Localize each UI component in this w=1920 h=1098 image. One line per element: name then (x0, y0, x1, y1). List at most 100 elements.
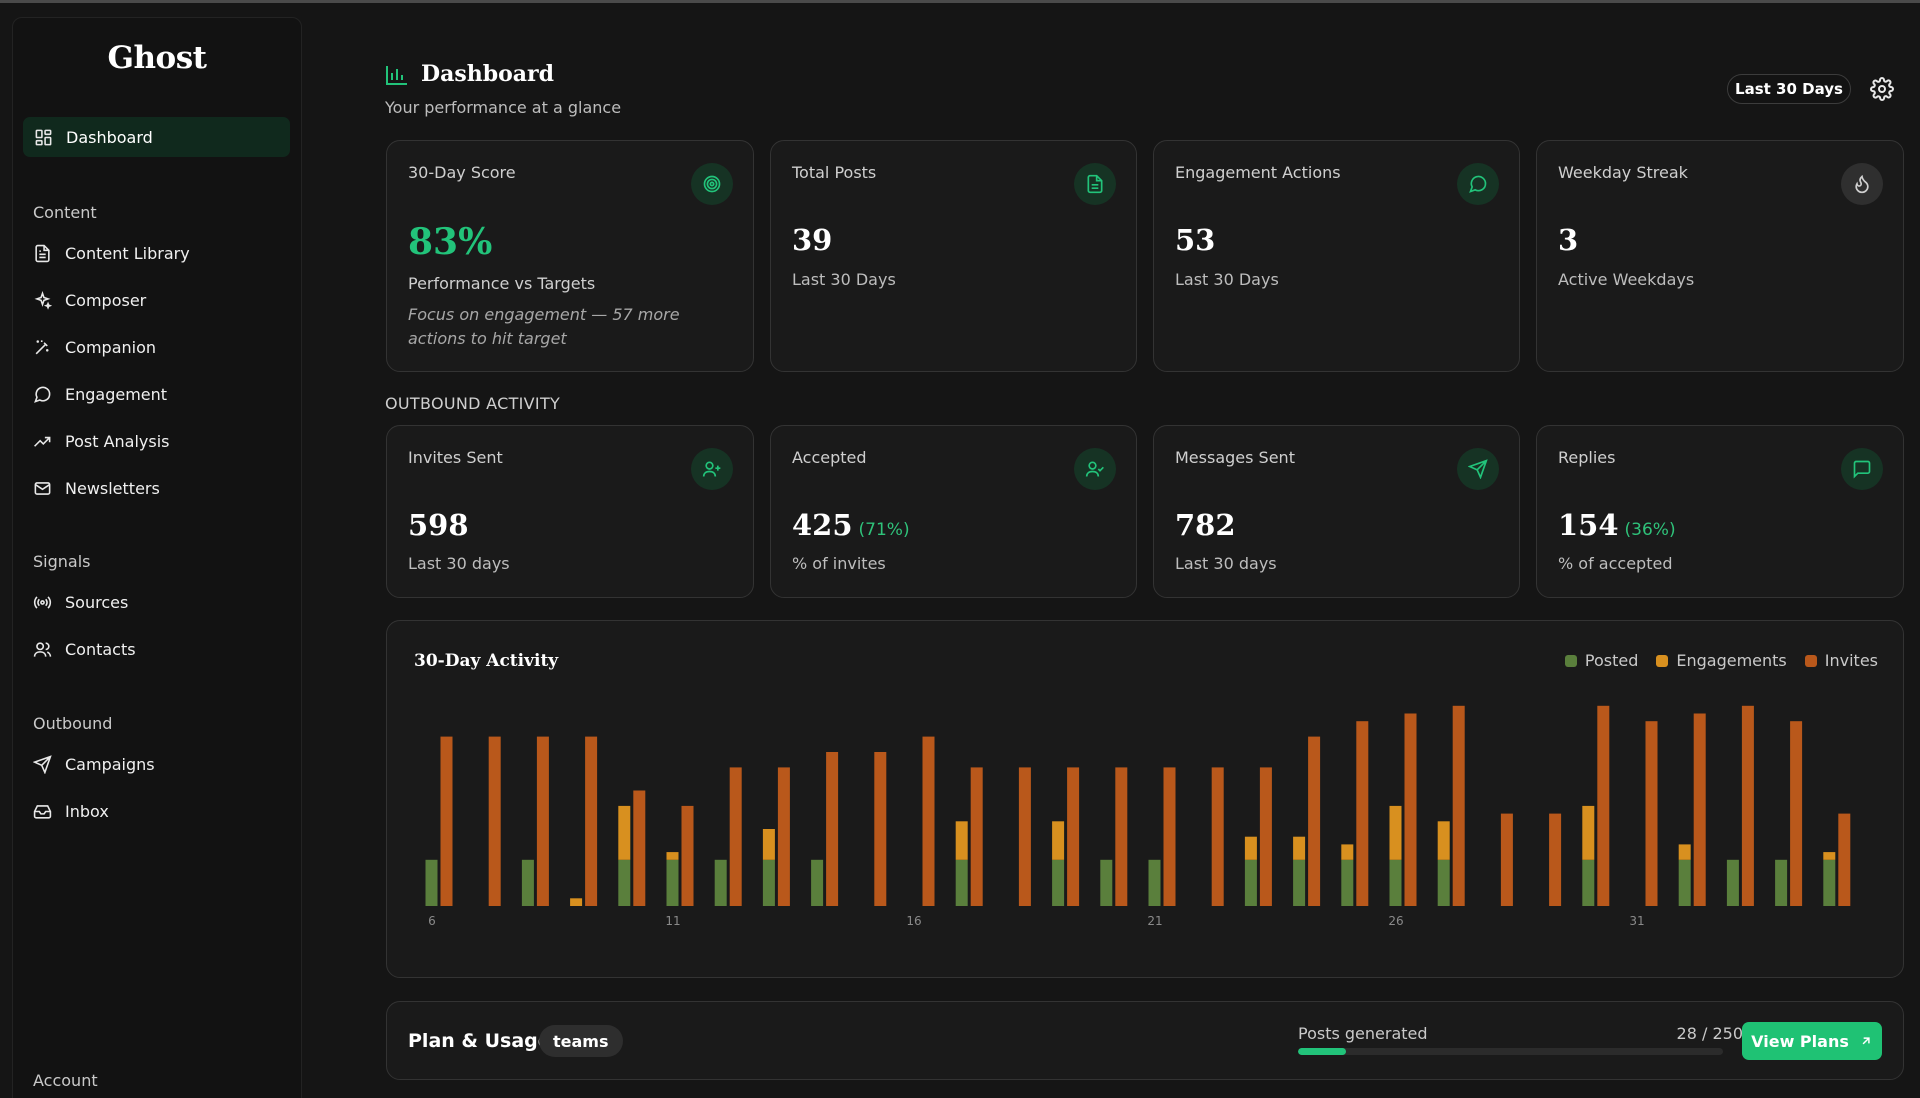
sidebar-item-companion[interactable]: Companion (33, 332, 156, 362)
bar-engagements (1389, 805, 1402, 860)
bar-engagements (570, 898, 583, 906)
sidebar-item-content-library[interactable]: Content Library (33, 238, 190, 268)
stat-value: 53 (1175, 223, 1216, 257)
chart-legend: Posted Engagements Invites (1564, 651, 1878, 670)
bar-invites (1838, 813, 1851, 906)
bar-engagements (1244, 836, 1257, 860)
stat-percent: (71%) (858, 520, 910, 540)
legend-label: Posted (1584, 651, 1639, 670)
legend-item-invites[interactable]: Invites (1804, 651, 1878, 670)
stat-sub: Last 30 days (1175, 554, 1277, 573)
legend-item-posted[interactable]: Posted (1564, 651, 1639, 670)
sidebar-item-sources[interactable]: Sources (33, 587, 128, 617)
bar-invites (585, 736, 598, 906)
bar-engagements (762, 829, 775, 860)
stat-value: 39 (792, 223, 833, 257)
stat-value: 782 (1175, 508, 1242, 542)
usage-label: Posts generated (1298, 1024, 1428, 1043)
sidebar-item-contacts[interactable]: Contacts (33, 634, 136, 664)
bar-invites (1211, 767, 1224, 906)
view-plans-button[interactable]: View Plans (1742, 1022, 1882, 1060)
bar-invites (1163, 767, 1176, 906)
sidebar-item-post-analysis[interactable]: Post Analysis (33, 426, 169, 456)
bar-posted (1582, 859, 1595, 906)
inbox-icon (33, 804, 52, 819)
app-logo[interactable]: Ghost (107, 40, 207, 76)
bar-engagements (1293, 836, 1306, 860)
stat-sub: % of invites (792, 554, 886, 573)
page-title: Dashboard (421, 61, 554, 87)
plan-title: Plan & Usage (408, 1030, 551, 1052)
sidebar-item-dashboard[interactable]: Dashboard (23, 117, 290, 157)
bar-posted (666, 859, 679, 906)
stat-note: Focus on engagement — 57 more actions to… (408, 305, 680, 348)
plan-tier-badge: teams (539, 1025, 623, 1057)
send-icon (33, 754, 52, 774)
bar-posted (1052, 859, 1065, 906)
target-icon (691, 163, 733, 205)
bar-posted (1678, 859, 1691, 906)
legend-item-engagements[interactable]: Engagements (1656, 651, 1787, 670)
x-tick-label: 31 (1629, 914, 1644, 928)
bar-engagements (1052, 821, 1065, 860)
stat-label: Accepted (792, 448, 867, 467)
stat-label: Weekday Streak (1558, 163, 1688, 182)
document-icon (1074, 163, 1116, 205)
file-text-icon (35, 244, 50, 262)
bar-invites (536, 736, 549, 906)
stat-card-streak: Weekday Streak 3 Active Weekdays (1536, 140, 1904, 372)
sidebar-item-newsletters[interactable]: Newsletters (33, 473, 160, 503)
date-range-button[interactable]: Last 30 Days (1727, 74, 1851, 104)
sidebar-item-label: Sources (65, 592, 129, 612)
bar-engagements (1437, 821, 1450, 860)
x-tick-label: 21 (1147, 914, 1162, 928)
bar-invites (826, 752, 839, 906)
stat-label: 30-Day Score (408, 163, 516, 182)
bar-posted (425, 859, 438, 906)
bar-invites (1549, 813, 1562, 906)
sidebar-section-outbound: Outbound (33, 714, 113, 733)
bar-invites (1500, 813, 1513, 906)
bar-invites (922, 736, 935, 906)
sidebar-section-signals: Signals (33, 552, 91, 571)
outbound-card-replies: Replies 154 (36%) % of accepted (1536, 425, 1904, 598)
chat-icon (1457, 163, 1499, 205)
bar-invites (777, 767, 790, 906)
plan-usage-card: Plan & Usage teams Posts generated 28 / … (386, 1001, 1904, 1080)
bar-invites (1645, 721, 1658, 906)
sidebar-item-label: Contacts (65, 639, 136, 659)
bar-posted (1341, 859, 1354, 906)
dashboard-icon (35, 129, 52, 145)
bar-posted (1293, 859, 1306, 906)
sidebar-item-composer[interactable]: Composer (33, 285, 146, 315)
sidebar-item-inbox[interactable]: Inbox (33, 796, 109, 826)
x-tick-label: 26 (1388, 914, 1403, 928)
stat-value: 598 (408, 508, 475, 542)
bar-invites (1693, 713, 1706, 906)
stat-label: Engagement Actions (1175, 163, 1341, 182)
stat-label: Invites Sent (408, 448, 503, 467)
sidebar-section-content: Content (33, 203, 97, 222)
bar-invites (1018, 767, 1031, 906)
stat-value: 3 (1558, 223, 1579, 257)
bar-invites (1308, 736, 1321, 906)
bar-invites (1741, 705, 1754, 906)
arrow-up-right-icon (1862, 1037, 1870, 1045)
bar-posted (1100, 859, 1113, 906)
bar-invites (681, 805, 694, 906)
stat-sub: Last 30 days (408, 554, 510, 573)
x-tick-label: 16 (906, 914, 921, 928)
sidebar-item-campaigns[interactable]: Campaigns (33, 749, 155, 779)
stat-sub: Last 30 Days (792, 270, 896, 289)
bar-engagements (1678, 844, 1691, 860)
bar-posted (714, 859, 727, 906)
bar-invites (1356, 721, 1369, 906)
radio-icon (33, 595, 52, 609)
bar-invites (729, 767, 742, 906)
bar-invites (488, 736, 501, 906)
activity-bar-chart: 6 11 16 21 26 31 (425, 705, 1851, 928)
sidebar-item-label: Post Analysis (65, 431, 170, 451)
sidebar-item-engagement[interactable]: Engagement (33, 379, 167, 409)
settings-gear-icon[interactable] (1870, 77, 1894, 101)
bar-posted (762, 859, 775, 906)
